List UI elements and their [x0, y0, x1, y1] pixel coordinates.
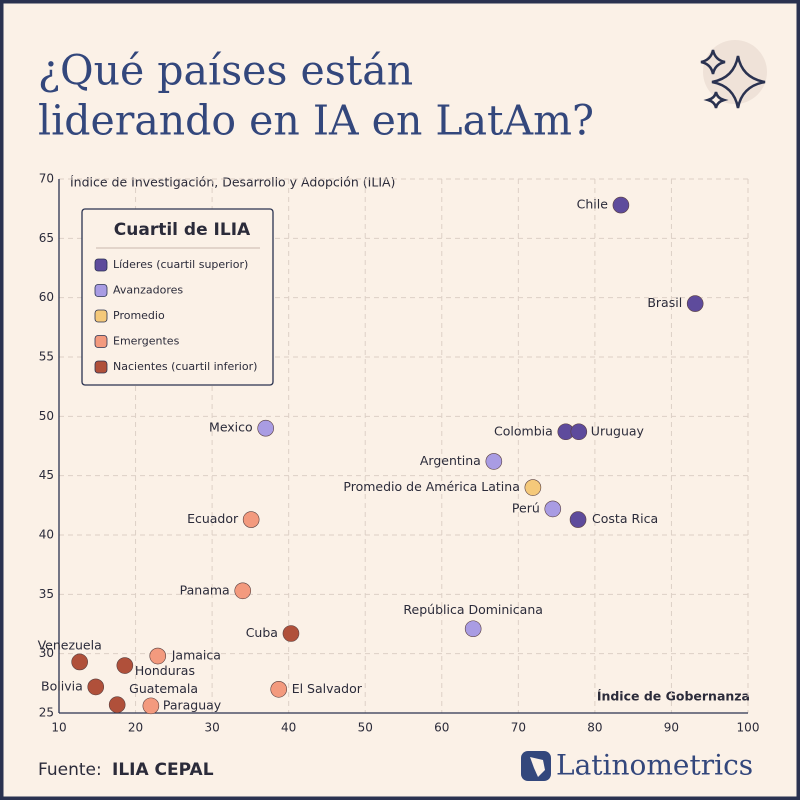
- legend-swatch: [94, 335, 108, 348]
- point-label: Brasil: [647, 295, 682, 310]
- point-label: República Dominicana: [403, 602, 543, 617]
- point: [108, 696, 126, 713]
- y-tick-label: 30: [39, 646, 54, 660]
- brand: Latinometrics: [556, 749, 753, 782]
- point-label: Jamaica: [171, 648, 221, 663]
- brand-logo: [521, 751, 551, 781]
- y-tick-label: 50: [39, 409, 54, 423]
- point-label: Cuba: [246, 625, 278, 640]
- legend-title: Cuartil de ILIA: [114, 220, 251, 240]
- point-label: Bolivia: [41, 678, 83, 693]
- legend-label: Promedio: [113, 309, 165, 322]
- point-label: Venezuela: [38, 637, 102, 652]
- point-label: Argentina: [420, 453, 481, 468]
- x-axis-label: Índice de Gobernanza: [597, 689, 750, 704]
- point-label: El Salvador: [292, 681, 363, 696]
- legend-label: Nacientes (cuartil inferior): [113, 360, 257, 373]
- x-tick-label: 100: [737, 721, 760, 735]
- point: [464, 620, 482, 638]
- x-tick-label: 40: [281, 721, 296, 735]
- point-label: Mexico: [209, 420, 253, 435]
- point: [142, 697, 160, 715]
- y-axis-label: Índice de Investigación, Desarrollo y Ad…: [70, 175, 395, 190]
- point: [570, 423, 588, 441]
- source-label: Fuente:: [38, 760, 102, 780]
- point: [612, 196, 630, 214]
- y-tick-label: 60: [39, 290, 54, 304]
- point-label: Paraguay: [163, 697, 222, 712]
- point-label: Honduras: [135, 663, 195, 678]
- point: [485, 453, 503, 470]
- point: [270, 680, 288, 698]
- point: [524, 479, 542, 496]
- point: [87, 678, 105, 696]
- y-tick-label: 25: [39, 706, 54, 720]
- title-line: ¿Qué países están: [38, 47, 413, 95]
- x-tick-label: 20: [128, 721, 143, 735]
- x-tick-label: 80: [587, 721, 602, 735]
- y-tick-label: 70: [39, 172, 54, 186]
- point: [116, 657, 134, 674]
- point-label: Ecuador: [187, 511, 239, 526]
- point-label: Perú: [512, 500, 540, 515]
- legend-label: Emergentes: [113, 335, 180, 348]
- source: ILIA CEPAL: [112, 760, 214, 780]
- y-tick-label: 40: [39, 528, 54, 542]
- point-label: Chile: [577, 197, 609, 212]
- point-label: Panama: [180, 582, 230, 597]
- y-tick-label: 45: [39, 468, 54, 482]
- title-line: liderando en IA en LatAm?: [38, 97, 594, 145]
- legend-swatch: [94, 284, 108, 297]
- point: [242, 511, 260, 528]
- y-tick-label: 65: [39, 231, 54, 245]
- legend-label: Avanzadores: [113, 284, 183, 297]
- y-tick-label: 55: [39, 350, 54, 364]
- sparkle-icon: [700, 40, 767, 109]
- point-label: Uruguay: [591, 423, 645, 438]
- point: [234, 582, 252, 600]
- plot-area: 10 20 30 40 50 60 70 80 90 100 25 30 35 40 45 50 55 60 65 7…: [38, 172, 760, 735]
- point: [544, 500, 562, 518]
- x-tick-label: 70: [511, 721, 526, 735]
- point-label: Costa Rica: [592, 511, 658, 526]
- x-tick-label: 50: [358, 721, 373, 735]
- point-label: Guatemala: [129, 681, 198, 696]
- point: [71, 653, 88, 671]
- legend-swatch: [94, 258, 108, 272]
- point: [569, 511, 587, 528]
- point: [686, 295, 704, 312]
- y-tick-label: 35: [39, 587, 54, 601]
- x-tick-label: 10: [51, 721, 66, 735]
- point: [149, 647, 167, 665]
- point-label: Colombia: [494, 423, 553, 438]
- x-tick-label: 60: [434, 721, 449, 735]
- x-tick-label: 30: [204, 721, 219, 735]
- legend-swatch: [94, 309, 108, 323]
- legend: Cuartil de ILIA Líderes (cuartil superio…: [81, 208, 274, 386]
- point: [282, 625, 300, 642]
- point: [257, 419, 275, 437]
- legend-swatch: [94, 360, 108, 374]
- point-label: Promedio de América Latina: [343, 479, 519, 494]
- legend-label: Líderes (cuartil superior): [113, 258, 248, 271]
- x-tick-label: 90: [664, 721, 679, 735]
